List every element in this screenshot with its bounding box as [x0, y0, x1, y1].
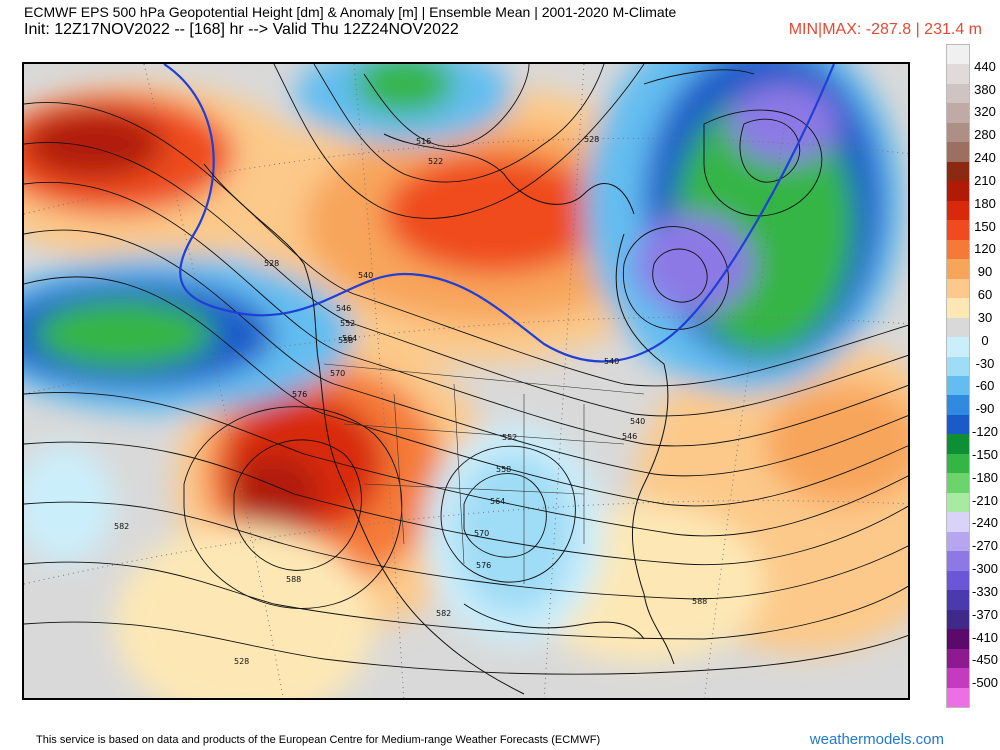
contour-label: 540	[630, 417, 645, 426]
colorbar-tick-label: -500	[971, 675, 999, 691]
contour-label: 582	[436, 609, 451, 618]
colorbar-swatch	[947, 570, 969, 591]
colorbar-swatch	[947, 668, 969, 689]
colorbar-tick-label: -270	[971, 538, 999, 554]
colorbar-swatch	[947, 531, 969, 552]
contour-label: 546	[622, 432, 637, 441]
colorbar-tick-label: 210	[974, 172, 996, 188]
anomaly-map[interactable]: 516 522 528 528 540 540 546 552 558 564 …	[22, 62, 910, 700]
colorbar-tick-label: 440	[974, 58, 996, 74]
colorbar-tick-label: -410	[971, 629, 999, 645]
coastlines	[203, 133, 675, 695]
contour-label: 540	[604, 357, 619, 366]
colorbar-tick-label: 30	[977, 309, 993, 325]
colorbar-tick-label: -450	[971, 652, 999, 668]
colorbar-swatch	[947, 220, 969, 241]
contour-label: 528	[264, 259, 279, 268]
colorbar-tick-label: -180	[971, 469, 999, 485]
contour-label: 570	[330, 369, 345, 378]
colorbar-swatch	[947, 298, 969, 319]
colorbar-tick-label: -90	[975, 401, 995, 417]
colorbar-tick-label: 90	[977, 264, 993, 280]
colorbar-swatch	[947, 181, 969, 202]
ecmwf-attribution: This service is based on data and produc…	[36, 734, 601, 746]
colorbar-swatch	[947, 512, 969, 533]
colorbar-swatch	[947, 395, 969, 416]
colorbar-swatch	[947, 453, 969, 474]
contour-540-highlight	[163, 64, 836, 363]
colorbar-tick-label: -60	[975, 378, 995, 394]
colorbar-swatch	[947, 551, 969, 572]
colorbar-tick-label: 150	[974, 218, 996, 234]
colorbar-swatch	[947, 200, 969, 221]
colorbar-swatch	[947, 45, 969, 65]
contour-label: 540	[358, 271, 373, 280]
colorbar-swatch	[947, 142, 969, 163]
colorbar-tick-label: 180	[974, 195, 996, 211]
colorbar-tick-label: 320	[974, 104, 996, 120]
colorbar-swatch	[947, 278, 969, 299]
colorbar-swatch	[947, 64, 969, 85]
political-borders	[323, 363, 645, 584]
colorbar-tick-label: -370	[971, 606, 999, 622]
colorbar-swatch	[947, 259, 969, 280]
colorbar-swatch	[947, 356, 969, 377]
colorbar-swatch	[947, 239, 969, 260]
contour-label: 564	[490, 497, 505, 506]
colorbar-tick-label: -300	[971, 561, 999, 577]
contour-label: 576	[292, 390, 307, 399]
contour-label: 564	[342, 334, 357, 343]
map-canvas: 516 522 528 528 540 540 546 552 558 564 …	[24, 64, 908, 698]
contour-label: 576	[476, 561, 491, 570]
colorbar-tick-label: 120	[974, 241, 996, 257]
colorbar-swatch	[947, 376, 969, 396]
colorbar-swatch	[947, 687, 969, 708]
init-valid-time: Init: 12Z17NOV2022 -- [168] hr --> Valid…	[24, 21, 459, 38]
chart-title: ECMWF EPS 500 hPa Geopotential Height [d…	[24, 4, 677, 20]
colorbar-swatch	[947, 122, 969, 143]
contour-label: 552	[340, 319, 355, 328]
colorbar-tick-label: -330	[971, 583, 999, 599]
colorbar-swatch	[947, 492, 969, 513]
colorbar-swatch	[947, 609, 969, 630]
brand-link[interactable]: weathermodels.com	[809, 731, 944, 748]
colorbar-swatch	[947, 629, 969, 650]
anomaly-colorbar	[946, 44, 970, 708]
colorbar-tick-label: -210	[971, 492, 999, 508]
contour-label: 588	[286, 575, 301, 584]
colorbar-swatch	[947, 103, 969, 124]
lat-lon-grid	[24, 64, 908, 698]
colorbar-tick-label: -120	[971, 424, 999, 440]
colorbar-tick-label: 0	[981, 332, 989, 348]
colorbar-tick-label: 60	[977, 287, 993, 303]
colorbar-tick-label: 280	[974, 127, 996, 143]
contour-label: 588	[692, 597, 707, 606]
colorbar-tick-label: -150	[971, 446, 999, 462]
contour-label: 570	[474, 529, 489, 538]
colorbar-swatch	[947, 83, 969, 104]
contour-labels: 516 522 528 528 540 540 546 552 558 564 …	[114, 135, 707, 666]
colorbar-swatch	[947, 161, 969, 182]
contour-label: 522	[428, 157, 443, 166]
colorbar-tick-label: 240	[974, 150, 996, 166]
colorbar-swatch	[947, 337, 969, 358]
colorbar-tick-label: 380	[974, 81, 996, 97]
contour-label: 546	[336, 304, 351, 313]
colorbar-swatch	[947, 414, 969, 435]
colorbar-swatch	[947, 434, 969, 455]
contour-label: 582	[114, 522, 129, 531]
colorbar-tick-label: -30	[975, 355, 995, 371]
contour-label: 558	[496, 465, 511, 474]
min-max-readout: MIN|MAX: -287.8 | 231.4 m	[788, 21, 982, 38]
contour-label: 528	[234, 657, 249, 666]
colorbar-swatch	[947, 317, 969, 338]
colorbar-swatch	[947, 648, 969, 669]
colorbar-swatch	[947, 473, 969, 494]
contour-label: 528	[584, 135, 599, 144]
contour-label: 552	[502, 433, 517, 442]
colorbar-swatch	[947, 590, 969, 611]
colorbar-tick-label: -240	[971, 515, 999, 531]
contour-label: 516	[416, 137, 431, 146]
contour-label: 558	[338, 336, 353, 345]
